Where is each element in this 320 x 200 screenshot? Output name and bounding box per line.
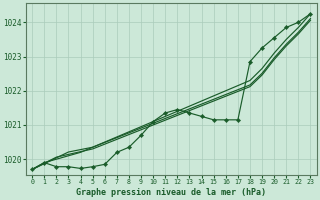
- X-axis label: Graphe pression niveau de la mer (hPa): Graphe pression niveau de la mer (hPa): [76, 188, 266, 197]
